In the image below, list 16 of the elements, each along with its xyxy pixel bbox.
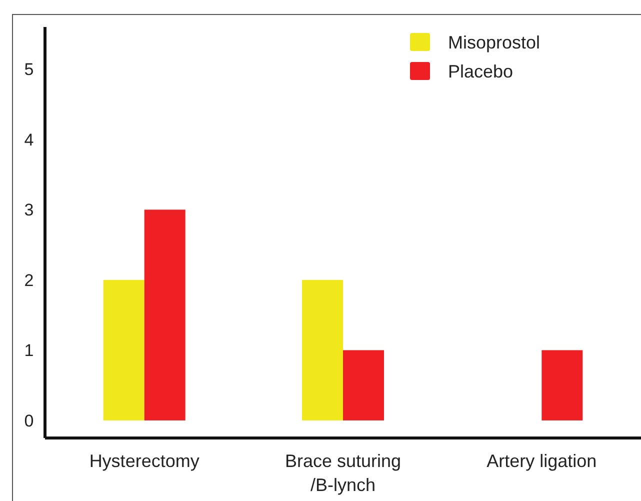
x-tick-label: Artery ligation [486,451,597,471]
bar [144,210,186,420]
bar [103,280,144,420]
bar [302,280,343,420]
legend-label: Placebo [448,61,514,82]
y-tick-label: 0 [24,411,34,430]
y-tick-label: 2 [24,270,34,290]
legend-label: Misoprostol [448,32,540,52]
y-tick-label: 1 [24,341,34,360]
bar [343,350,384,420]
x-tick-label: Hysterectomy [89,451,200,471]
y-tick-label: 5 [24,60,34,80]
bar [542,350,583,420]
y-tick-label: 4 [24,130,34,150]
x-tick-label: Brace suturing /B-lynch [284,451,402,495]
y-tick-label: 3 [24,200,34,220]
